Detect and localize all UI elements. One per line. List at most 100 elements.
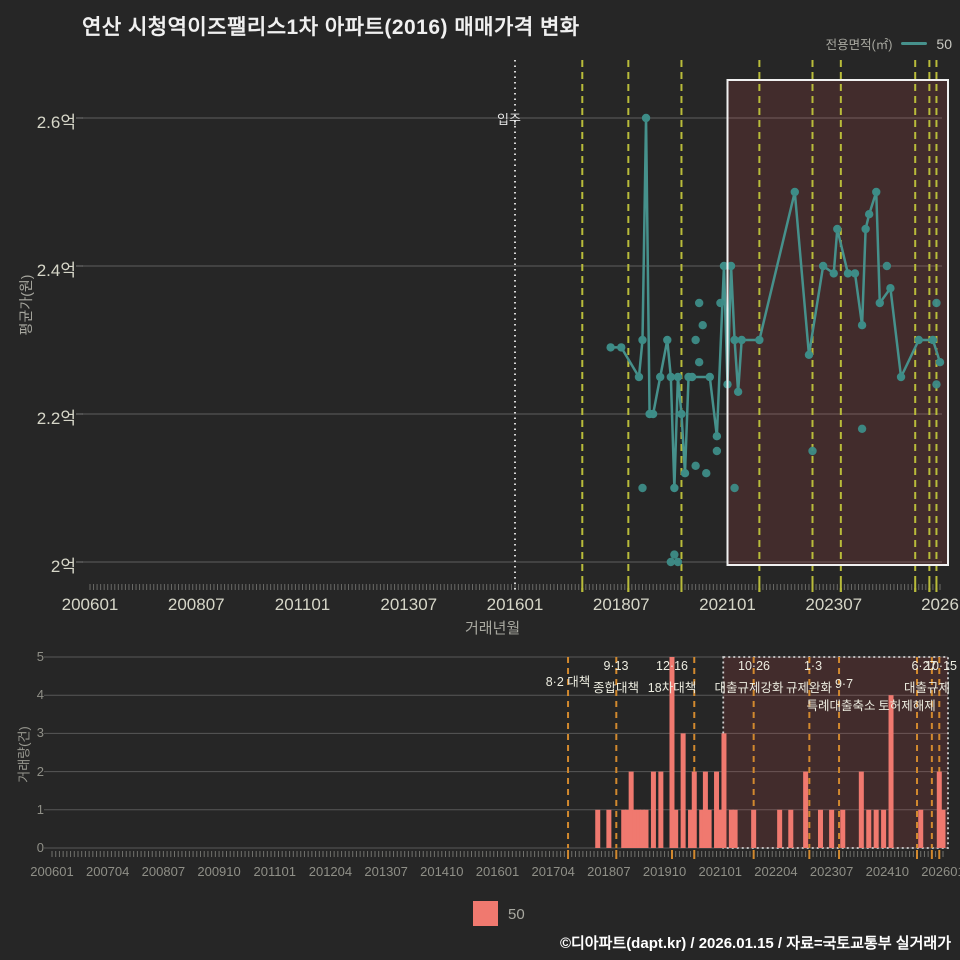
transaction-dot[interactable] bbox=[712, 446, 722, 456]
volume-bar[interactable] bbox=[621, 809, 627, 848]
price-line-marker[interactable] bbox=[857, 321, 867, 330]
price-line-marker[interactable] bbox=[818, 261, 828, 271]
volume-bar[interactable] bbox=[688, 809, 694, 848]
volume-bar[interactable] bbox=[699, 809, 705, 848]
volume-bar[interactable] bbox=[751, 809, 757, 848]
transaction-dot[interactable] bbox=[932, 380, 941, 389]
price-line-marker[interactable] bbox=[864, 210, 874, 219]
price-line-marker[interactable] bbox=[634, 372, 644, 382]
transaction-dot[interactable] bbox=[882, 261, 892, 271]
volume-bar[interactable] bbox=[777, 809, 783, 848]
volume-bar[interactable] bbox=[702, 771, 708, 848]
price-line-marker[interactable] bbox=[606, 343, 615, 352]
volume-bar[interactable] bbox=[866, 809, 872, 848]
volume-bar[interactable] bbox=[829, 809, 835, 848]
volume-bar[interactable] bbox=[624, 809, 630, 848]
volume-bar[interactable] bbox=[673, 809, 679, 848]
volume-bar[interactable] bbox=[680, 733, 686, 848]
price-line-marker[interactable] bbox=[833, 224, 842, 234]
price-line-marker[interactable] bbox=[886, 284, 895, 293]
price-line-marker[interactable] bbox=[875, 298, 884, 308]
price-line-marker[interactable] bbox=[850, 269, 860, 278]
volume-bar[interactable] bbox=[669, 657, 675, 848]
bar-legend-swatch[interactable] bbox=[473, 901, 498, 926]
volume-bar[interactable] bbox=[606, 809, 612, 848]
price-line-marker[interactable] bbox=[705, 372, 714, 382]
price-line-marker[interactable] bbox=[730, 335, 739, 345]
volume-bar[interactable] bbox=[840, 809, 846, 848]
volume-bar[interactable] bbox=[721, 733, 727, 848]
price-line-marker[interactable] bbox=[638, 335, 647, 345]
volume-bar[interactable] bbox=[643, 809, 649, 848]
volume-bar[interactable] bbox=[888, 695, 894, 848]
transaction-dot[interactable] bbox=[702, 469, 711, 478]
price-line-marker[interactable] bbox=[673, 372, 683, 382]
price-line-marker[interactable] bbox=[670, 483, 679, 493]
price-line-marker[interactable] bbox=[680, 469, 690, 478]
top-legend[interactable]: 전용면적(㎡) 50 bbox=[826, 34, 952, 53]
transaction-dot[interactable] bbox=[932, 298, 941, 308]
volume-bar[interactable] bbox=[728, 809, 734, 848]
volume-bar[interactable] bbox=[788, 809, 794, 848]
price-line-marker[interactable] bbox=[648, 409, 658, 419]
transaction-dot[interactable] bbox=[670, 550, 679, 559]
volume-bar[interactable] bbox=[628, 771, 634, 848]
price-line-marker[interactable] bbox=[733, 387, 743, 396]
transaction-dot[interactable] bbox=[691, 461, 700, 470]
transaction-dot[interactable] bbox=[716, 298, 725, 308]
volume-bar[interactable] bbox=[873, 809, 879, 848]
volume-bar[interactable] bbox=[636, 809, 642, 848]
volume-bar[interactable] bbox=[639, 809, 645, 848]
volume-bar[interactable] bbox=[817, 809, 823, 848]
volume-bar[interactable] bbox=[650, 771, 656, 848]
price-line-marker[interactable] bbox=[829, 269, 838, 278]
transaction-dot[interactable] bbox=[857, 424, 867, 433]
transaction-dot[interactable] bbox=[638, 483, 647, 493]
volume-bar[interactable] bbox=[714, 771, 720, 848]
transaction-dot[interactable] bbox=[666, 557, 676, 567]
price-line-marker[interactable] bbox=[914, 335, 923, 345]
transaction-dot[interactable] bbox=[694, 358, 704, 367]
price-line-marker[interactable] bbox=[687, 372, 697, 382]
volume-bar[interactable] bbox=[858, 771, 864, 848]
price-line-marker[interactable] bbox=[861, 224, 870, 234]
policy-annotation: 대출규제강화 bbox=[714, 681, 784, 695]
volume-bar[interactable] bbox=[691, 771, 697, 848]
volume-bar[interactable] bbox=[940, 809, 946, 848]
price-line-marker[interactable] bbox=[663, 335, 672, 345]
price-line-marker[interactable] bbox=[804, 350, 814, 359]
price-line-marker[interactable] bbox=[843, 269, 853, 278]
price-line-marker[interactable] bbox=[666, 372, 676, 382]
top-highlight-border bbox=[726, 79, 949, 566]
volume-bar[interactable] bbox=[658, 771, 664, 848]
price-line-marker[interactable] bbox=[935, 358, 945, 367]
price-line-marker[interactable] bbox=[755, 335, 764, 345]
price-line-marker[interactable] bbox=[719, 261, 729, 271]
volume-bar[interactable] bbox=[936, 771, 942, 848]
price-line-marker[interactable] bbox=[790, 187, 799, 197]
transaction-dot[interactable] bbox=[691, 335, 700, 345]
price-line-marker[interactable] bbox=[726, 261, 736, 271]
transaction-dot[interactable] bbox=[730, 483, 739, 493]
volume-bar[interactable] bbox=[706, 809, 712, 848]
price-line-marker[interactable] bbox=[928, 335, 938, 345]
transaction-dot[interactable] bbox=[698, 321, 707, 330]
transaction-dot[interactable] bbox=[673, 557, 683, 567]
price-line-marker[interactable] bbox=[872, 187, 881, 197]
transaction-dot[interactable] bbox=[808, 446, 817, 456]
volume-bar[interactable] bbox=[918, 809, 924, 848]
volume-bar[interactable] bbox=[632, 809, 638, 848]
volume-bar[interactable] bbox=[803, 771, 809, 848]
volume-bar[interactable] bbox=[881, 809, 887, 848]
volume-bar[interactable] bbox=[595, 809, 601, 848]
price-line-marker[interactable] bbox=[737, 335, 746, 345]
volume-bar[interactable] bbox=[732, 809, 738, 848]
price-line-marker[interactable] bbox=[677, 409, 686, 419]
price-line-marker[interactable] bbox=[712, 432, 722, 441]
volume-bar[interactable] bbox=[717, 809, 723, 848]
price-line-marker[interactable] bbox=[896, 372, 906, 382]
transaction-dot[interactable] bbox=[694, 298, 704, 308]
price-line-marker[interactable] bbox=[656, 372, 665, 382]
price-line-marker[interactable] bbox=[617, 343, 626, 352]
price-line-marker[interactable] bbox=[641, 113, 651, 123]
